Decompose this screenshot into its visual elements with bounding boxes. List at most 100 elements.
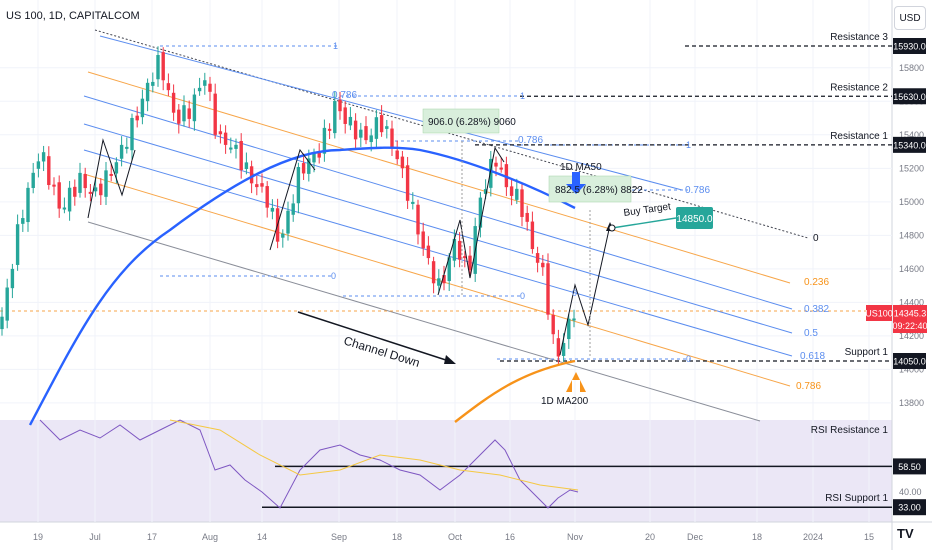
candle-body [135, 115, 139, 121]
candle-body [286, 210, 290, 234]
candle-body [364, 126, 368, 141]
fib-marker-label: 0 [331, 271, 336, 281]
rsi-resistance-label: RSI Resistance 1 [811, 425, 889, 436]
candle-body [301, 163, 306, 174]
candle-body [379, 115, 384, 133]
candle-body [525, 212, 529, 222]
candle-body [359, 129, 363, 138]
candle-body [343, 107, 347, 124]
candle-body [327, 128, 332, 131]
candle-body [307, 158, 311, 174]
fib-line [83, 149, 793, 357]
buy-target-point [608, 224, 616, 232]
candle-body [468, 255, 472, 271]
candle-body [31, 172, 35, 189]
level-badge-text: 15930.0 [893, 42, 926, 52]
candle-body [405, 165, 410, 201]
level-badge [893, 38, 926, 54]
price-tick-label: 14600 [899, 264, 924, 274]
rsi-line [39, 419, 579, 509]
buy-target-line [611, 217, 677, 229]
level-badge-text: 15630.0 [893, 92, 926, 102]
level-badge [893, 353, 926, 369]
price-tick-label: 15800 [899, 63, 924, 73]
candle-body [281, 233, 285, 238]
candle-body [520, 189, 524, 217]
candle-body [369, 135, 373, 143]
candle-body [390, 128, 394, 148]
fib-level-label: 0.382 [804, 304, 829, 315]
level-name-label: Resistance 1 [830, 131, 888, 142]
countdown-text: 09:22:40 [892, 321, 927, 331]
channel-lines [87, 29, 809, 422]
candle-body [119, 144, 124, 159]
candle-body [218, 131, 223, 135]
time-tick-label: 15 [864, 532, 874, 542]
fib-line [99, 35, 683, 191]
currency-button[interactable]: USD [894, 6, 926, 30]
candle-body [452, 238, 457, 261]
fib-level-label: 0.786 [518, 135, 543, 146]
candle-body [561, 342, 566, 356]
time-tick-label: Oct [448, 532, 463, 542]
measurement-box-2 [548, 175, 632, 203]
time-tick-label: 19 [33, 532, 43, 542]
price-tick-label: 14200 [899, 331, 924, 341]
rsi-support-badge [893, 499, 926, 516]
level-name-label: Resistance 2 [830, 82, 888, 93]
candle-body [177, 109, 181, 124]
fib-marker-label: 1 [520, 91, 525, 101]
zigzag-arrow-2 [269, 148, 316, 251]
candle-body [52, 184, 56, 187]
time-tick-label: Jul [89, 532, 101, 542]
candle-body [385, 126, 389, 129]
candle-body [47, 156, 51, 186]
rsi-resistance-badge-text: 58.50 [898, 462, 921, 472]
candle-body [546, 263, 550, 315]
candle-body [93, 187, 98, 192]
candle-body [192, 94, 197, 122]
fib-line [87, 71, 791, 284]
candle-body [182, 105, 186, 122]
level-name-label: Support 1 [845, 347, 889, 358]
candle-body [535, 253, 540, 263]
candle-body [530, 221, 535, 250]
ma200-pointer-arrow [566, 372, 586, 392]
fib-level-label: 0.5 [804, 328, 818, 339]
channel-down-arrowhead [444, 355, 456, 364]
ma200-label: 1D MA200 [541, 396, 589, 407]
candle-body [125, 146, 129, 149]
fib-marker-label: 0 [520, 291, 525, 301]
candle-body [296, 167, 301, 204]
current-price-badge [893, 305, 927, 333]
level-badge [893, 88, 926, 105]
candle-body [265, 186, 269, 208]
candle-body [213, 93, 217, 135]
candle-body [0, 316, 4, 330]
candle-body [317, 152, 321, 158]
symbol-badge-text: US100 [865, 309, 893, 319]
rsi-support-badge-text: 33.00 [898, 503, 921, 513]
candle-body [229, 147, 233, 150]
candle-body [223, 132, 228, 145]
candle-body [88, 191, 93, 194]
candle-body [416, 204, 420, 235]
rsi-pane: RSI Resistance 1 RSI Support 1 [39, 419, 892, 509]
candle-body [426, 245, 431, 259]
candle-body [400, 156, 405, 169]
time-tick-label: 18 [752, 532, 762, 542]
fib-line [83, 173, 791, 387]
candle-body [411, 201, 415, 204]
candle-body [234, 144, 238, 149]
candle-body [478, 197, 483, 228]
price-tick-label: 14800 [899, 230, 924, 240]
candle-body [255, 184, 259, 188]
candle-body [171, 92, 176, 113]
candle-body [442, 275, 446, 284]
candle-body [421, 231, 425, 249]
candle-body [322, 127, 327, 154]
symbol-badge [866, 305, 892, 321]
buy-target-badge [676, 207, 713, 229]
candle-body [457, 240, 462, 260]
